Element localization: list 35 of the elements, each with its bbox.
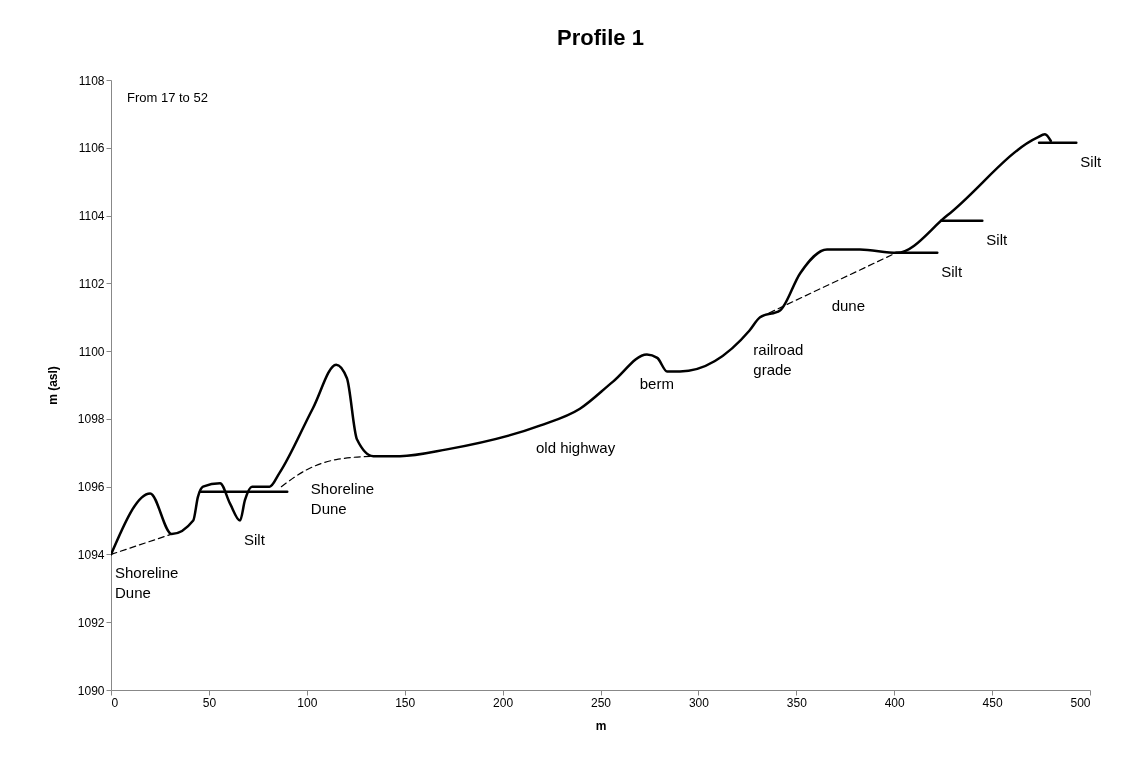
x-tick-label: 200 (493, 695, 514, 710)
y-tick-label: 1100 (78, 344, 105, 359)
annotation: Silt (986, 230, 1008, 248)
y-tick-label: 1096 (77, 480, 105, 495)
x-tick-label: 100 (297, 695, 318, 710)
y-tick-label: 1102 (78, 276, 105, 291)
annotation: Shoreline Dune (310, 479, 375, 517)
y-tick-label: 1092 (77, 615, 105, 630)
y-axis-title: m (asl) (45, 366, 60, 405)
x-tick-label: 350 (786, 695, 808, 710)
x-tick-label: 500 (1070, 695, 1091, 710)
x-tick-label: 50 (202, 695, 217, 710)
annotation: Silt (941, 262, 963, 280)
annotation: From 17 to 52 (127, 90, 208, 105)
annotation: old highway (535, 439, 616, 457)
annotation: Silt (244, 530, 266, 548)
x-axis-title: m (595, 718, 607, 733)
annotation: railroad grade (753, 340, 804, 378)
x-tick-label: 150 (395, 695, 416, 710)
x-tick-label: 450 (982, 695, 1003, 710)
x-tick-label: 400 (884, 695, 906, 710)
x-tick-label: 250 (590, 695, 612, 710)
chart-title: Profile 1 (557, 25, 644, 50)
y-tick-label: 1098 (77, 412, 105, 427)
x-tick-label: 0 (111, 695, 119, 710)
annotation: dune (831, 296, 865, 314)
annotation: berm (639, 374, 674, 392)
y-tick-label: 1090 (77, 683, 105, 698)
annotation: Shoreline Dune (115, 564, 179, 602)
y-tick-label: 1104 (78, 209, 105, 224)
y-tick-label: 1106 (78, 141, 105, 156)
y-tick-label: 1108 (78, 73, 105, 88)
y-tick-label: 1094 (77, 547, 105, 562)
x-tick-label: 300 (688, 695, 710, 710)
annotation: Silt (1080, 152, 1102, 170)
